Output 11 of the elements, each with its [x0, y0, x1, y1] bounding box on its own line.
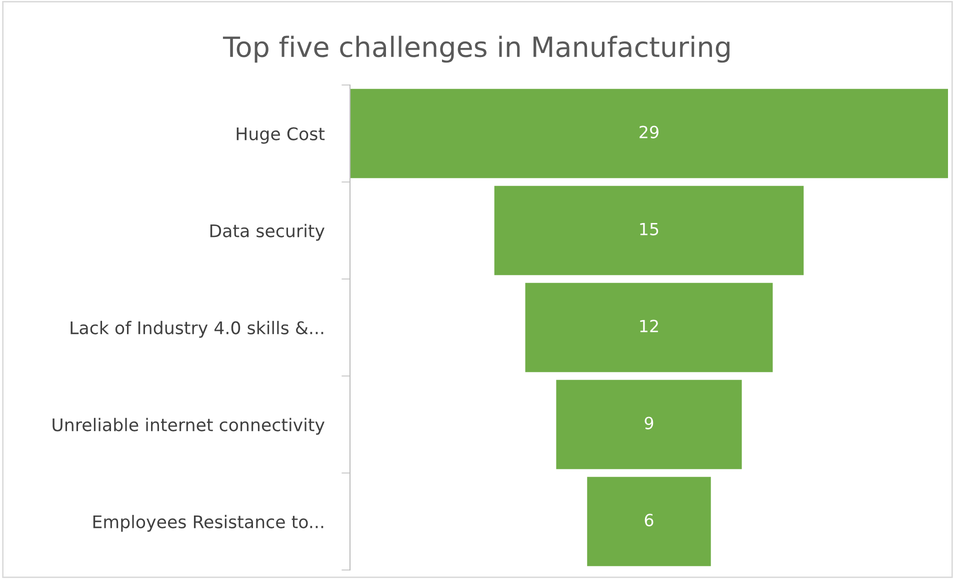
data-label: 29	[640, 126, 658, 138]
data-label: 9	[644, 416, 654, 430]
category-label: Huge Cost	[236, 127, 325, 144]
category-label: Unreliable internet connectivity	[52, 418, 324, 435]
data-label: 12	[640, 320, 658, 332]
data-label: 15	[640, 222, 658, 236]
category-label: Employees Resistance to...	[93, 514, 324, 532]
data-label: 6	[644, 514, 654, 526]
text: Top five challenges in Manufacturing	[222, 36, 730, 63]
category-label: Data security	[210, 224, 324, 241]
category-label: Lack of Industry 4.0 skills &...	[70, 320, 324, 338]
